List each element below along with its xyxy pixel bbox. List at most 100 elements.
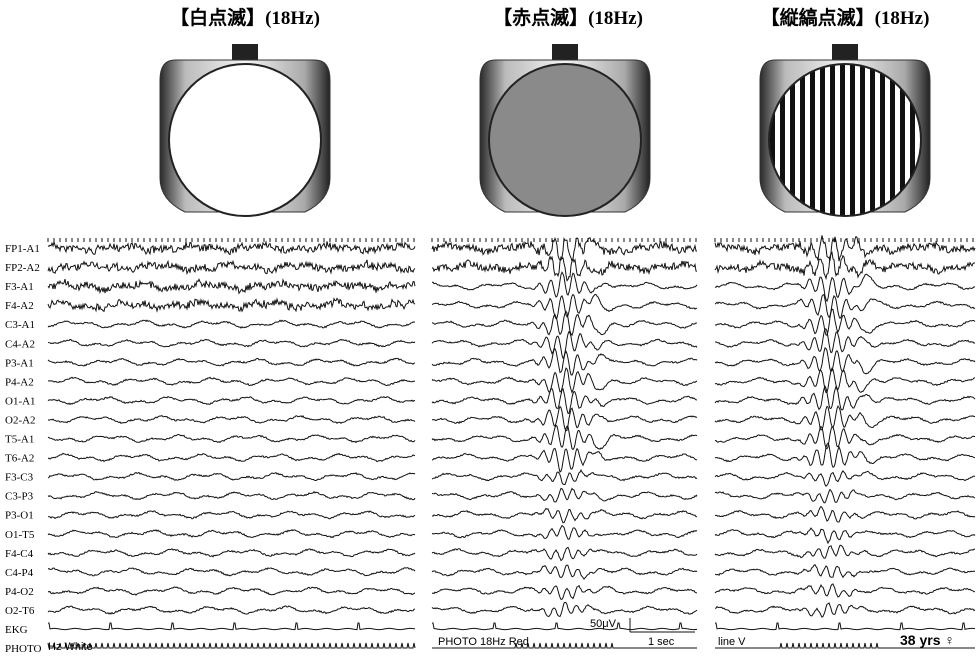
channel-label: T5-A1: [5, 434, 34, 446]
eeg-trace: [432, 488, 697, 502]
channel-label: P3-O1: [5, 510, 34, 522]
channel-labels: FP1-A1 FP2-A2 F3-A1 F4-A2 C3-A1 C4-A2 P3-A1 P4-…: [5, 243, 42, 655]
panel-title: 【赤点滅】(18Hz): [493, 6, 643, 29]
panel-title: 【縦縞点滅】(18Hz): [761, 6, 930, 29]
eeg-trace: [48, 643, 415, 648]
channel-label: C3-A1: [5, 319, 35, 331]
eeg-trace: [48, 623, 415, 630]
eeg-trace: [48, 435, 415, 443]
eeg-trace: [715, 386, 975, 410]
eeg-trace: [432, 368, 697, 392]
scale-amplitude: 50μV: [590, 618, 617, 630]
channel-label: O2-T6: [5, 605, 35, 617]
eeg-trace: [432, 586, 697, 600]
filter-tab: [552, 44, 578, 60]
traces: [48, 235, 975, 648]
channel-label: F3-C3: [5, 472, 34, 484]
channel-label: FP2-A2: [5, 262, 40, 274]
eeg-trace: [48, 606, 415, 614]
eeg-trace: [715, 309, 975, 335]
filters: [160, 44, 930, 216]
eeg-trace: [715, 348, 975, 374]
channel-label: PHOTO: [5, 643, 42, 655]
channel-label: C3-P3: [5, 491, 34, 503]
stimulus-label: line V: [718, 636, 746, 648]
eeg-trace: [715, 490, 975, 503]
stimulus-label: Hz White: [48, 641, 93, 653]
channel-label: F4-C4: [5, 548, 34, 560]
eeg-trace: [432, 526, 697, 540]
channel-label: C4-P4: [5, 567, 34, 579]
eeg-trace: [48, 320, 415, 328]
eeg-trace: [48, 492, 415, 500]
eeg-trace: [715, 584, 975, 597]
filter-tab: [832, 44, 858, 60]
eeg-trace: [48, 241, 415, 254]
eeg-trace: [48, 339, 415, 347]
channel-label: P4-A2: [5, 376, 34, 388]
eeg-trace: [715, 295, 975, 319]
eeg-trace: [715, 274, 975, 301]
channel-label: C4-A2: [5, 338, 35, 350]
eeg-trace: [715, 443, 975, 467]
channel-label: EKG: [5, 624, 28, 636]
eeg-trace: [48, 530, 415, 538]
channel-label: F4-A2: [5, 300, 34, 312]
channel-label: O1-T5: [5, 529, 35, 541]
eeg-trace: [432, 272, 697, 297]
stimulus-label: PHOTO 18Hz Red: [438, 636, 529, 648]
eeg-trace: [715, 406, 975, 430]
eeg-trace: [715, 235, 975, 261]
eeg-trace: [715, 507, 975, 523]
eeg-trace: [48, 260, 415, 274]
eeg-trace: [432, 509, 697, 523]
channel-label: P4-O2: [5, 586, 34, 598]
eeg-trace: [48, 397, 415, 405]
eeg-trace: [715, 623, 975, 630]
channel-label: O1-A1: [5, 395, 36, 407]
eeg-trace: [432, 312, 697, 336]
eeg-trace: [715, 528, 975, 543]
eeg-trace: [48, 568, 415, 576]
eeg-trace: [48, 453, 415, 461]
filter-lens: [489, 64, 641, 216]
eeg-trace: [715, 603, 975, 617]
eeg-trace: [48, 298, 415, 311]
eeg-trace: [48, 549, 415, 557]
patient-info: 38 yrs ♀: [900, 632, 955, 648]
eeg-trace: [432, 623, 697, 630]
eeg-trace: [48, 358, 415, 366]
eeg-trace: [715, 565, 975, 578]
filter-lens: [769, 64, 921, 216]
eeg-trace: [48, 511, 415, 519]
eeg-trace: [432, 389, 697, 414]
filter-lens: [169, 64, 321, 216]
eeg-trace: [432, 470, 697, 484]
page: 【白点滅】(18Hz) 【赤点滅】(18Hz) 【縦縞点滅】(18Hz) FP1…: [0, 0, 978, 658]
eeg-trace: [715, 329, 975, 353]
eeg-trace: [432, 449, 697, 473]
eeg-trace: [48, 416, 415, 424]
eeg-trace: [715, 253, 975, 279]
eeg-trace: [432, 602, 697, 616]
eeg-trace: [715, 545, 975, 558]
eeg-trace: [432, 547, 697, 560]
eeg-trace: [48, 279, 415, 293]
eeg-trace: [48, 377, 415, 385]
eeg-trace: [715, 471, 975, 486]
eeg-trace: [432, 407, 697, 431]
panel-title: 【白点滅】(18Hz): [170, 6, 320, 29]
channel-label: T6-A2: [5, 453, 34, 465]
eeg-trace: [432, 565, 697, 579]
channel-label: P3-A1: [5, 357, 34, 369]
filter-tab: [232, 44, 258, 60]
eeg-trace: [48, 473, 415, 481]
scale-time: 1 sec: [648, 636, 675, 648]
channel-label: FP1-A1: [5, 243, 40, 255]
eeg-trace: [48, 587, 415, 595]
channel-label: F3-A1: [5, 281, 34, 293]
eeg-trace: [715, 427, 975, 449]
eeg-trace: [715, 368, 975, 392]
channel-label: O2-A2: [5, 414, 36, 426]
eeg-figure: 【白点滅】(18Hz) 【赤点滅】(18Hz) 【縦縞点滅】(18Hz) FP1…: [0, 0, 978, 658]
